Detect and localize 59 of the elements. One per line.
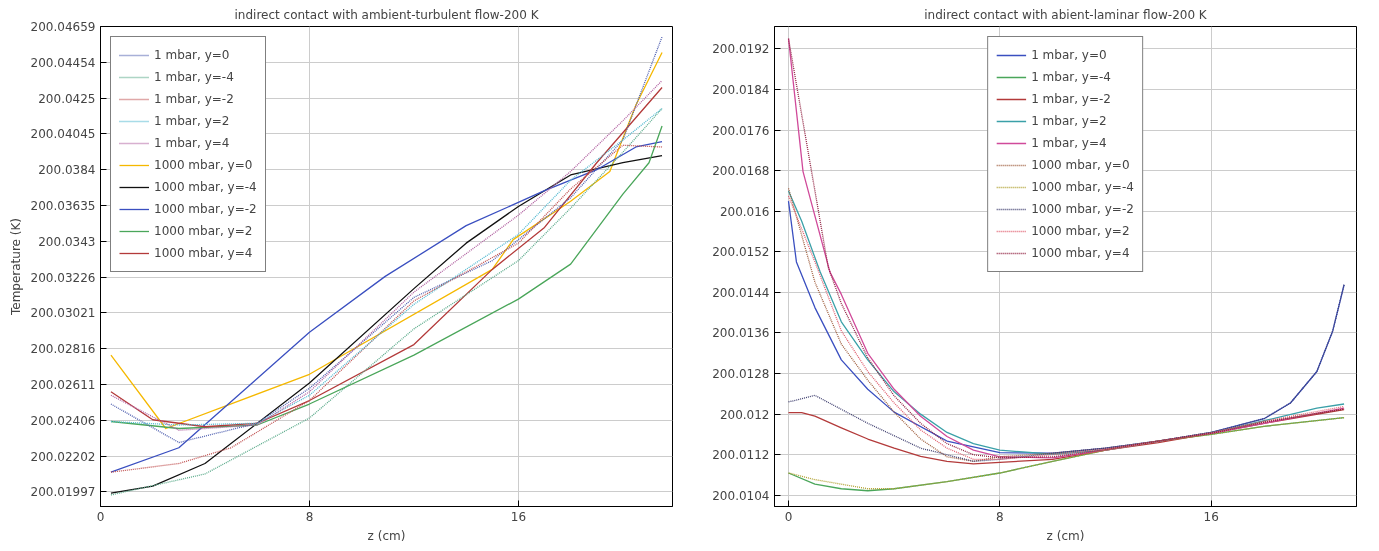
y-tick-label: 200.04454 [30,55,96,70]
chart-title: indirect contact with abient-laminar flow-200 K [924,7,1208,22]
y-tick-label: 200.0384 [38,163,96,178]
y-tick-label: 200.04045 [30,127,96,142]
y-tick-label: 200.03635 [30,199,96,214]
legend-label: 1 mbar, y=2 [1031,114,1107,128]
y-tick-label: 200.0168 [712,164,770,179]
legend-label: 1 mbar, y=0 [154,48,230,62]
x-tick-label: 0 [96,509,105,524]
x-tick-label: 0 [784,509,793,524]
legend-label: 1 mbar, y=4 [1031,136,1107,150]
legend-label: 1 mbar, y=4 [154,136,230,150]
legend-label: 1000 mbar, y=4 [1031,246,1130,260]
y-tick-label: 200.0104 [712,488,770,503]
legend-label: 1000 mbar, y=-2 [154,202,257,216]
legend-label: 1000 mbar, y=0 [154,158,253,172]
legend-label: 1000 mbar, y=0 [1031,158,1130,172]
x-tick-label: 8 [996,509,1004,524]
y-tick-label: 200.0184 [712,82,770,97]
y-tick-label: 200.03226 [30,270,96,285]
y-tick-label: 200.04659 [30,20,96,34]
y-tick-label: 200.0192 [712,42,770,57]
x-axis-title: z (cm) [1046,528,1085,543]
legend-label: 1 mbar, y=-2 [1031,92,1111,106]
y-tick-label: 200.02202 [30,449,96,464]
y-tick-label: 200.0343 [38,234,96,249]
chart-title: indirect contact with ambient-turbulent flow-200 K [234,7,540,22]
x-axis-title: z (cm) [367,528,406,543]
legend-label: 1 mbar, y=2 [154,114,230,128]
y-tick-label: 200.016 [719,204,770,219]
legend-label: 1 mbar, y=-2 [154,92,234,106]
legend-label: 1000 mbar, y=-4 [1031,180,1134,194]
legend-label: 1000 mbar, y=2 [154,224,253,238]
y-tick-label: 200.012 [719,407,770,422]
y-tick-label: 200.0144 [712,285,770,300]
y-tick-label: 200.0128 [712,367,770,382]
legend-label: 1000 mbar, y=-2 [1031,202,1134,216]
x-tick-label: 16 [1203,509,1219,524]
legend-label: 1000 mbar, y=2 [1031,224,1130,238]
x-tick-label: 8 [305,509,314,524]
legend-label: 1000 mbar, y=4 [154,246,253,260]
line-series [787,38,1345,459]
y-tick-label: 200.02816 [30,342,96,357]
legend-label: 1000 mbar, y=-4 [154,180,257,194]
line-series [787,284,1345,462]
y-tick-label: 200.01997 [30,485,96,500]
y-tick-label: 200.0136 [712,326,770,341]
legend-label: 1 mbar, y=0 [1031,48,1107,62]
y-tick-label: 200.0112 [712,448,770,463]
y-tick-label: 200.02611 [30,378,96,393]
legend-label: 1 mbar, y=-4 [154,70,234,84]
y-tick-label: 200.0152 [712,245,770,260]
y-tick-label: 200.02406 [30,413,96,428]
y-tick-label: 200.03021 [30,306,96,321]
y-tick-label: 200.0176 [712,123,770,138]
legend-label: 1 mbar, y=-4 [1031,70,1111,84]
y-axis-title: Temperature (K) [8,217,23,317]
x-tick-label: 16 [510,509,527,524]
y-tick-label: 200.0425 [38,91,96,106]
